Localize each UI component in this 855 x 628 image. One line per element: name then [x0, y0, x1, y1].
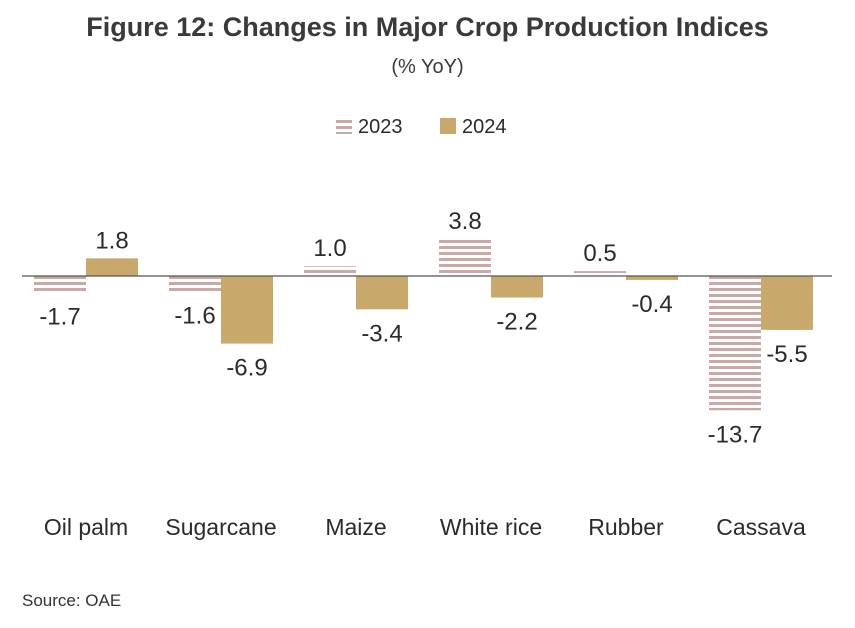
category-label-rubber: Rubber: [588, 514, 664, 540]
category-label-white-rice: White rice: [440, 514, 542, 540]
value-label-cassava-2024: -5.5: [766, 341, 807, 368]
category-label-maize: Maize: [325, 514, 386, 540]
bar-maize-2024: [356, 276, 408, 310]
value-label-cassava-2023: -13.7: [708, 421, 763, 448]
value-label-white-rice-2023: 3.8: [448, 208, 481, 235]
value-label-white-rice-2024: -2.2: [496, 309, 537, 336]
legend-label-2023: 2023: [358, 116, 403, 138]
bar-sugarcane-2023: [169, 276, 221, 292]
bar-maize-2023: [304, 266, 356, 276]
chart-subtitle: (% YoY): [391, 56, 464, 78]
value-label-sugarcane-2024: -6.9: [226, 355, 267, 382]
value-label-oil-palm-2024: 1.8: [95, 227, 128, 254]
bar-oil-palm-2024: [86, 258, 138, 276]
value-label-rubber-2023: 0.5: [583, 240, 616, 267]
legend: 2023 2024: [336, 116, 507, 138]
category-label-oil-palm: Oil palm: [44, 514, 128, 540]
category-label-cassava: Cassava: [716, 514, 806, 540]
value-label-maize-2023: 1.0: [313, 235, 346, 262]
value-label-sugarcane-2023: -1.6: [174, 303, 215, 330]
bar-rubber-2023: [574, 271, 626, 276]
bar-white-rice-2023: [439, 238, 491, 276]
chart-title: Figure 12: Changes in Major Crop Product…: [86, 12, 769, 42]
value-label-rubber-2024: -0.4: [631, 291, 672, 318]
category-labels-group: Oil palm Sugarcane Maize White rice Rubber Ca…: [44, 514, 806, 540]
legend-label-2024: 2024: [462, 116, 507, 138]
bars-group: [34, 238, 813, 411]
bar-white-rice-2024: [491, 276, 543, 298]
legend-swatch-2023: [336, 118, 352, 134]
value-label-oil-palm-2023: -1.7: [39, 304, 80, 331]
source-note: Source: OAE: [22, 591, 122, 610]
bar-cassava-2023: [709, 276, 761, 411]
value-label-maize-2024: -3.4: [361, 320, 402, 347]
bar-cassava-2024: [761, 276, 813, 330]
category-label-sugarcane: Sugarcane: [165, 514, 276, 540]
bar-sugarcane-2024: [221, 276, 273, 344]
legend-swatch-2024: [440, 118, 456, 134]
bar-rubber-2024: [626, 276, 678, 280]
value-labels-group: -1.7 1.8 -1.6 -6.9 1.0 -3.4 3.8 -2.2 0.5 -0.4 -13.…: [39, 208, 807, 449]
bar-oil-palm-2023: [34, 276, 86, 293]
